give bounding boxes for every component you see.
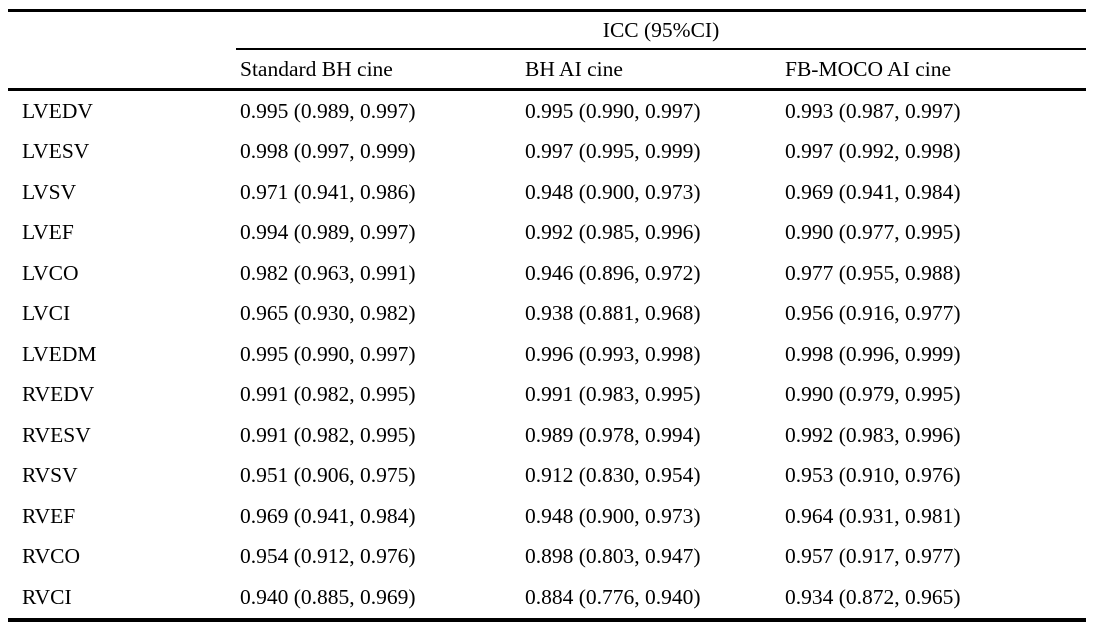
column-header-standard-bh-cine: Standard BH cine xyxy=(236,49,521,91)
cell-fb-moco-ai-cine: 0.990 (0.977, 0.995) xyxy=(785,220,961,245)
group-header-stub xyxy=(8,11,236,50)
cell-fb-moco-ai-cine: 0.934 (0.872, 0.965) xyxy=(785,584,961,609)
row-label: RVCO xyxy=(22,544,81,569)
row-label: RVEF xyxy=(22,503,76,528)
cell-standard-bh-cine: 0.954 (0.912, 0.976) xyxy=(240,544,416,569)
column-header-fb-moco-ai-cine: FB-MOCO AI cine xyxy=(781,49,1087,91)
table-row: RVCI 0.940 (0.885, 0.969) 0.884 (0.776, … xyxy=(8,577,1086,620)
cell-fb-moco-ai-cine: 0.998 (0.996, 0.999) xyxy=(785,341,961,366)
cell-bh-ai-cine: 0.995 (0.990, 0.997) xyxy=(525,98,701,123)
icc-results-table: ICC (95%CI) Standard BH cine BH AI cine … xyxy=(8,9,1087,622)
cell-fb-moco-ai-cine: 0.992 (0.983, 0.996) xyxy=(785,422,961,447)
cell-bh-ai-cine: 0.898 (0.803, 0.947) xyxy=(525,544,701,569)
table-row: RVEDV 0.991 (0.982, 0.995) 0.991 (0.983,… xyxy=(8,375,1086,416)
cell-fb-moco-ai-cine: 0.964 (0.931, 0.981) xyxy=(785,503,961,528)
row-label: LVEDM xyxy=(22,341,97,366)
table-row: LVEDV 0.995 (0.989, 0.997) 0.995 (0.990,… xyxy=(8,90,1086,132)
table-row: RVESV 0.991 (0.982, 0.995) 0.989 (0.978,… xyxy=(8,415,1086,456)
row-label: LVEF xyxy=(22,220,74,245)
row-label: LVEDV xyxy=(22,98,93,123)
cell-standard-bh-cine: 0.995 (0.990, 0.997) xyxy=(240,341,416,366)
table-row: LVSV 0.971 (0.941, 0.986) 0.948 (0.900, … xyxy=(8,172,1086,213)
cell-standard-bh-cine: 0.965 (0.930, 0.982) xyxy=(240,301,416,326)
row-label: RVCI xyxy=(22,584,72,609)
cell-fb-moco-ai-cine: 0.977 (0.955, 0.988) xyxy=(785,260,961,285)
table-row: RVEF 0.969 (0.941, 0.984) 0.948 (0.900, … xyxy=(8,496,1086,537)
cell-fb-moco-ai-cine: 0.997 (0.992, 0.998) xyxy=(785,139,961,164)
cell-bh-ai-cine: 0.884 (0.776, 0.940) xyxy=(525,584,701,609)
cell-bh-ai-cine: 0.996 (0.993, 0.998) xyxy=(525,341,701,366)
cell-bh-ai-cine: 0.991 (0.983, 0.995) xyxy=(525,382,701,407)
group-header-icc: ICC (95%CI) xyxy=(236,10,1087,50)
table-row: LVCO 0.982 (0.963, 0.991) 0.946 (0.896, … xyxy=(8,253,1086,294)
column-header-stub xyxy=(8,49,236,91)
cell-bh-ai-cine: 0.912 (0.830, 0.954) xyxy=(525,463,701,488)
cell-bh-ai-cine: 0.948 (0.900, 0.973) xyxy=(525,503,701,528)
row-label: RVSV xyxy=(22,463,78,488)
table-row: RVSV 0.951 (0.906, 0.975) 0.912 (0.830, … xyxy=(8,456,1086,497)
cell-standard-bh-cine: 0.982 (0.963, 0.991) xyxy=(240,260,416,285)
row-label: RVESV xyxy=(22,422,91,447)
cell-fb-moco-ai-cine: 0.957 (0.917, 0.977) xyxy=(785,544,961,569)
cell-fb-moco-ai-cine: 0.993 (0.987, 0.997) xyxy=(785,98,961,123)
cell-fb-moco-ai-cine: 0.953 (0.910, 0.976) xyxy=(785,463,961,488)
cell-standard-bh-cine: 0.971 (0.941, 0.986) xyxy=(240,179,416,204)
row-label: LVCI xyxy=(22,301,71,326)
table-row: LVCI 0.965 (0.930, 0.982) 0.938 (0.881, … xyxy=(8,294,1086,335)
cell-bh-ai-cine: 0.948 (0.900, 0.973) xyxy=(525,179,701,204)
cell-standard-bh-cine: 0.998 (0.997, 0.999) xyxy=(240,139,416,164)
cell-standard-bh-cine: 0.940 (0.885, 0.969) xyxy=(240,584,416,609)
cell-bh-ai-cine: 0.938 (0.881, 0.968) xyxy=(525,301,701,326)
cell-standard-bh-cine: 0.995 (0.989, 0.997) xyxy=(240,98,416,123)
row-label: LVESV xyxy=(22,139,90,164)
cell-standard-bh-cine: 0.951 (0.906, 0.975) xyxy=(240,463,416,488)
cell-fb-moco-ai-cine: 0.969 (0.941, 0.984) xyxy=(785,179,961,204)
column-header-row: Standard BH cine BH AI cine FB-MOCO AI c… xyxy=(8,49,1087,91)
cell-bh-ai-cine: 0.992 (0.985, 0.996) xyxy=(525,220,701,245)
cell-fb-moco-ai-cine: 0.990 (0.979, 0.995) xyxy=(785,382,961,407)
table-row: LVEDM 0.995 (0.990, 0.997) 0.996 (0.993,… xyxy=(8,334,1086,375)
table-row: LVESV 0.998 (0.997, 0.999) 0.997 (0.995,… xyxy=(8,132,1086,173)
cell-standard-bh-cine: 0.991 (0.982, 0.995) xyxy=(240,422,416,447)
icc-results-table-container: ICC (95%CI) Standard BH cine BH AI cine … xyxy=(8,9,1087,622)
cell-bh-ai-cine: 0.997 (0.995, 0.999) xyxy=(525,139,701,164)
cell-bh-ai-cine: 0.989 (0.978, 0.994) xyxy=(525,422,701,447)
row-label: LVCO xyxy=(22,260,79,285)
group-header-row: ICC (95%CI) xyxy=(8,10,1087,50)
column-header-bh-ai-cine: BH AI cine xyxy=(521,49,781,91)
cell-standard-bh-cine: 0.991 (0.982, 0.995) xyxy=(240,382,416,407)
cell-standard-bh-cine: 0.969 (0.941, 0.984) xyxy=(240,503,416,528)
row-label: RVEDV xyxy=(22,382,95,407)
table-row: RVCO 0.954 (0.912, 0.976) 0.898 (0.803, … xyxy=(8,537,1086,578)
cell-fb-moco-ai-cine: 0.956 (0.916, 0.977) xyxy=(785,301,961,326)
cell-bh-ai-cine: 0.946 (0.896, 0.972) xyxy=(525,260,701,285)
cell-standard-bh-cine: 0.994 (0.989, 0.997) xyxy=(240,220,416,245)
table-row: LVEF 0.994 (0.989, 0.997) 0.992 (0.985, … xyxy=(8,213,1086,254)
row-label: LVSV xyxy=(22,179,77,204)
